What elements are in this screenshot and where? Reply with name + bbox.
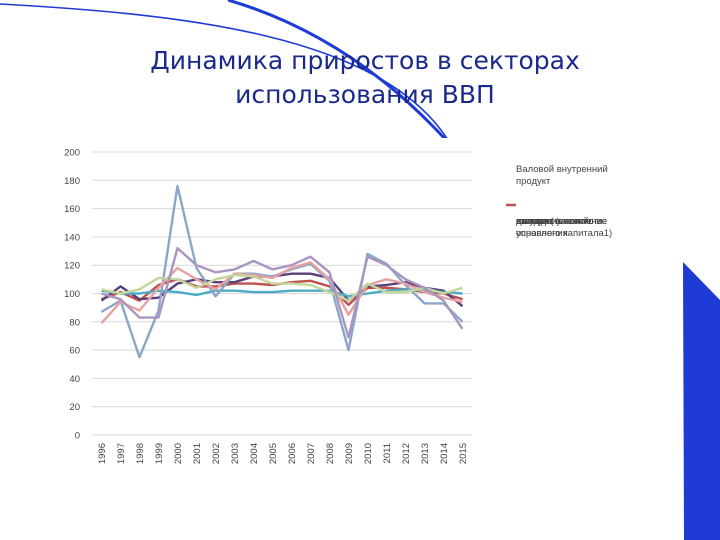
- series-line: [101, 273, 463, 302]
- legend-label: валовое накопление: [516, 216, 607, 227]
- decor-arc-top: [0, 3, 449, 141]
- legend-label: валовое накопление: [516, 216, 607, 227]
- series-line: [101, 246, 464, 339]
- y-tick-label: 60: [69, 346, 80, 357]
- y-tick-label: 0: [75, 431, 80, 442]
- legend-label: импорт (-): [516, 216, 560, 227]
- x-tick-label: 2008: [325, 443, 336, 464]
- legend-label: продукт: [516, 176, 551, 187]
- x-tick-label: 2013: [420, 443, 431, 464]
- series-line: [100, 261, 463, 325]
- x-tick-label: 2006: [287, 443, 298, 464]
- y-tick-label: 80: [69, 317, 80, 328]
- x-tick-label: 2015: [458, 443, 469, 464]
- x-tick-label: 2005: [268, 443, 279, 464]
- x-tick-label: 2003: [230, 443, 241, 464]
- x-tick-label: 2004: [249, 443, 260, 464]
- x-tick-label: 2002: [211, 443, 222, 464]
- y-tick-label: 140: [64, 232, 80, 243]
- legend-label: экспорт: [516, 216, 550, 227]
- legend-label: Валовой внутренний: [516, 164, 608, 175]
- x-tick-label: 2009: [344, 443, 355, 464]
- x-tick-label: 1997: [116, 443, 127, 464]
- slide-title-line-1: Динамика приростов в секторах: [150, 46, 580, 75]
- x-tick-label: 2001: [192, 443, 203, 464]
- x-tick-label: 2011: [382, 443, 393, 463]
- decor-arc-accent: [227, 0, 448, 142]
- x-tick-label: 1999: [154, 443, 165, 464]
- legend-label: домашних хозяйств: [516, 216, 603, 227]
- y-tick-label: 200: [64, 148, 80, 159]
- legend-label: государственного: [516, 216, 593, 227]
- y-tick-label: 100: [64, 289, 80, 300]
- y-tick-label: 180: [64, 176, 80, 187]
- legend-label: управления: [516, 228, 568, 239]
- slide-title-line-2: использования ВВП: [235, 80, 495, 109]
- y-tick-label: 160: [64, 204, 80, 215]
- line-chart: 0 20 40 60 80 100 120 140 160 180 200 1996 1997 1998 1…: [64, 148, 612, 465]
- decor-corner-shape: [683, 262, 720, 540]
- y-tick-label: 120: [64, 261, 80, 272]
- x-tick-label: 2007: [306, 443, 317, 464]
- y-tick-label: 40: [69, 374, 80, 385]
- x-tick-label: 2014: [439, 443, 450, 464]
- x-tick-label: 2012: [401, 443, 412, 464]
- x-tick-label: 1996: [97, 443, 108, 464]
- y-tick-label: 20: [69, 402, 80, 413]
- chart-container: 0 20 40 60 80 100 120 140 160 180 200 1996 1997 1998 1…: [44, 138, 680, 522]
- x-tick-label: 2010: [363, 443, 374, 464]
- legend-label: основного капитала1): [516, 228, 612, 239]
- x-tick-label: 2000: [173, 443, 184, 464]
- slide-title: Динамика приростов в секторах использова…: [80, 44, 650, 112]
- x-tick-label: 1998: [135, 443, 146, 464]
